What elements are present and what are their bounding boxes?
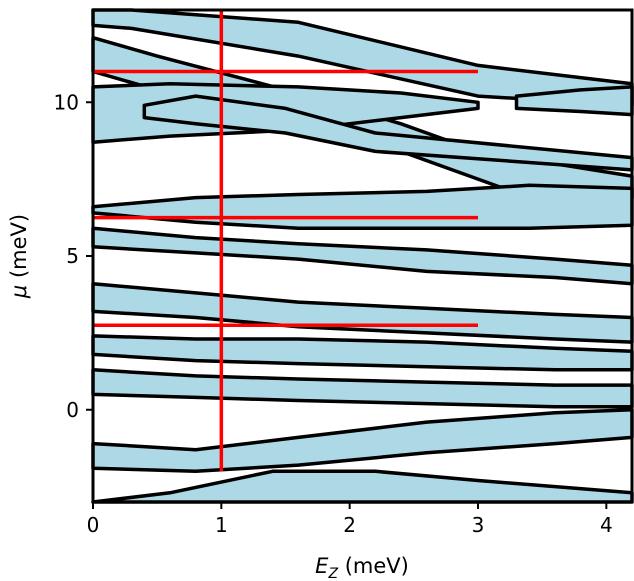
y-tick-label: 0 (66, 398, 79, 422)
x-tick-label: 1 (215, 513, 228, 537)
topological-regions (91, 8, 634, 504)
y-tick-label: 10 (54, 90, 79, 114)
x-tick-label: 0 (87, 513, 100, 537)
x-axis-ticks: 0 1 2 3 4 (87, 502, 613, 537)
x-tick-label: 4 (600, 513, 613, 537)
y-tick-label: 5 (66, 244, 79, 268)
x-tick-label: 2 (343, 513, 356, 537)
marker-lines (93, 10, 478, 472)
y-axis-ticks: 0 5 10 (54, 90, 93, 422)
x-tick-label: 3 (472, 513, 485, 537)
y-axis-label: μ (meV) (7, 214, 31, 299)
x-axis-label: EZ (meV) (315, 554, 409, 581)
